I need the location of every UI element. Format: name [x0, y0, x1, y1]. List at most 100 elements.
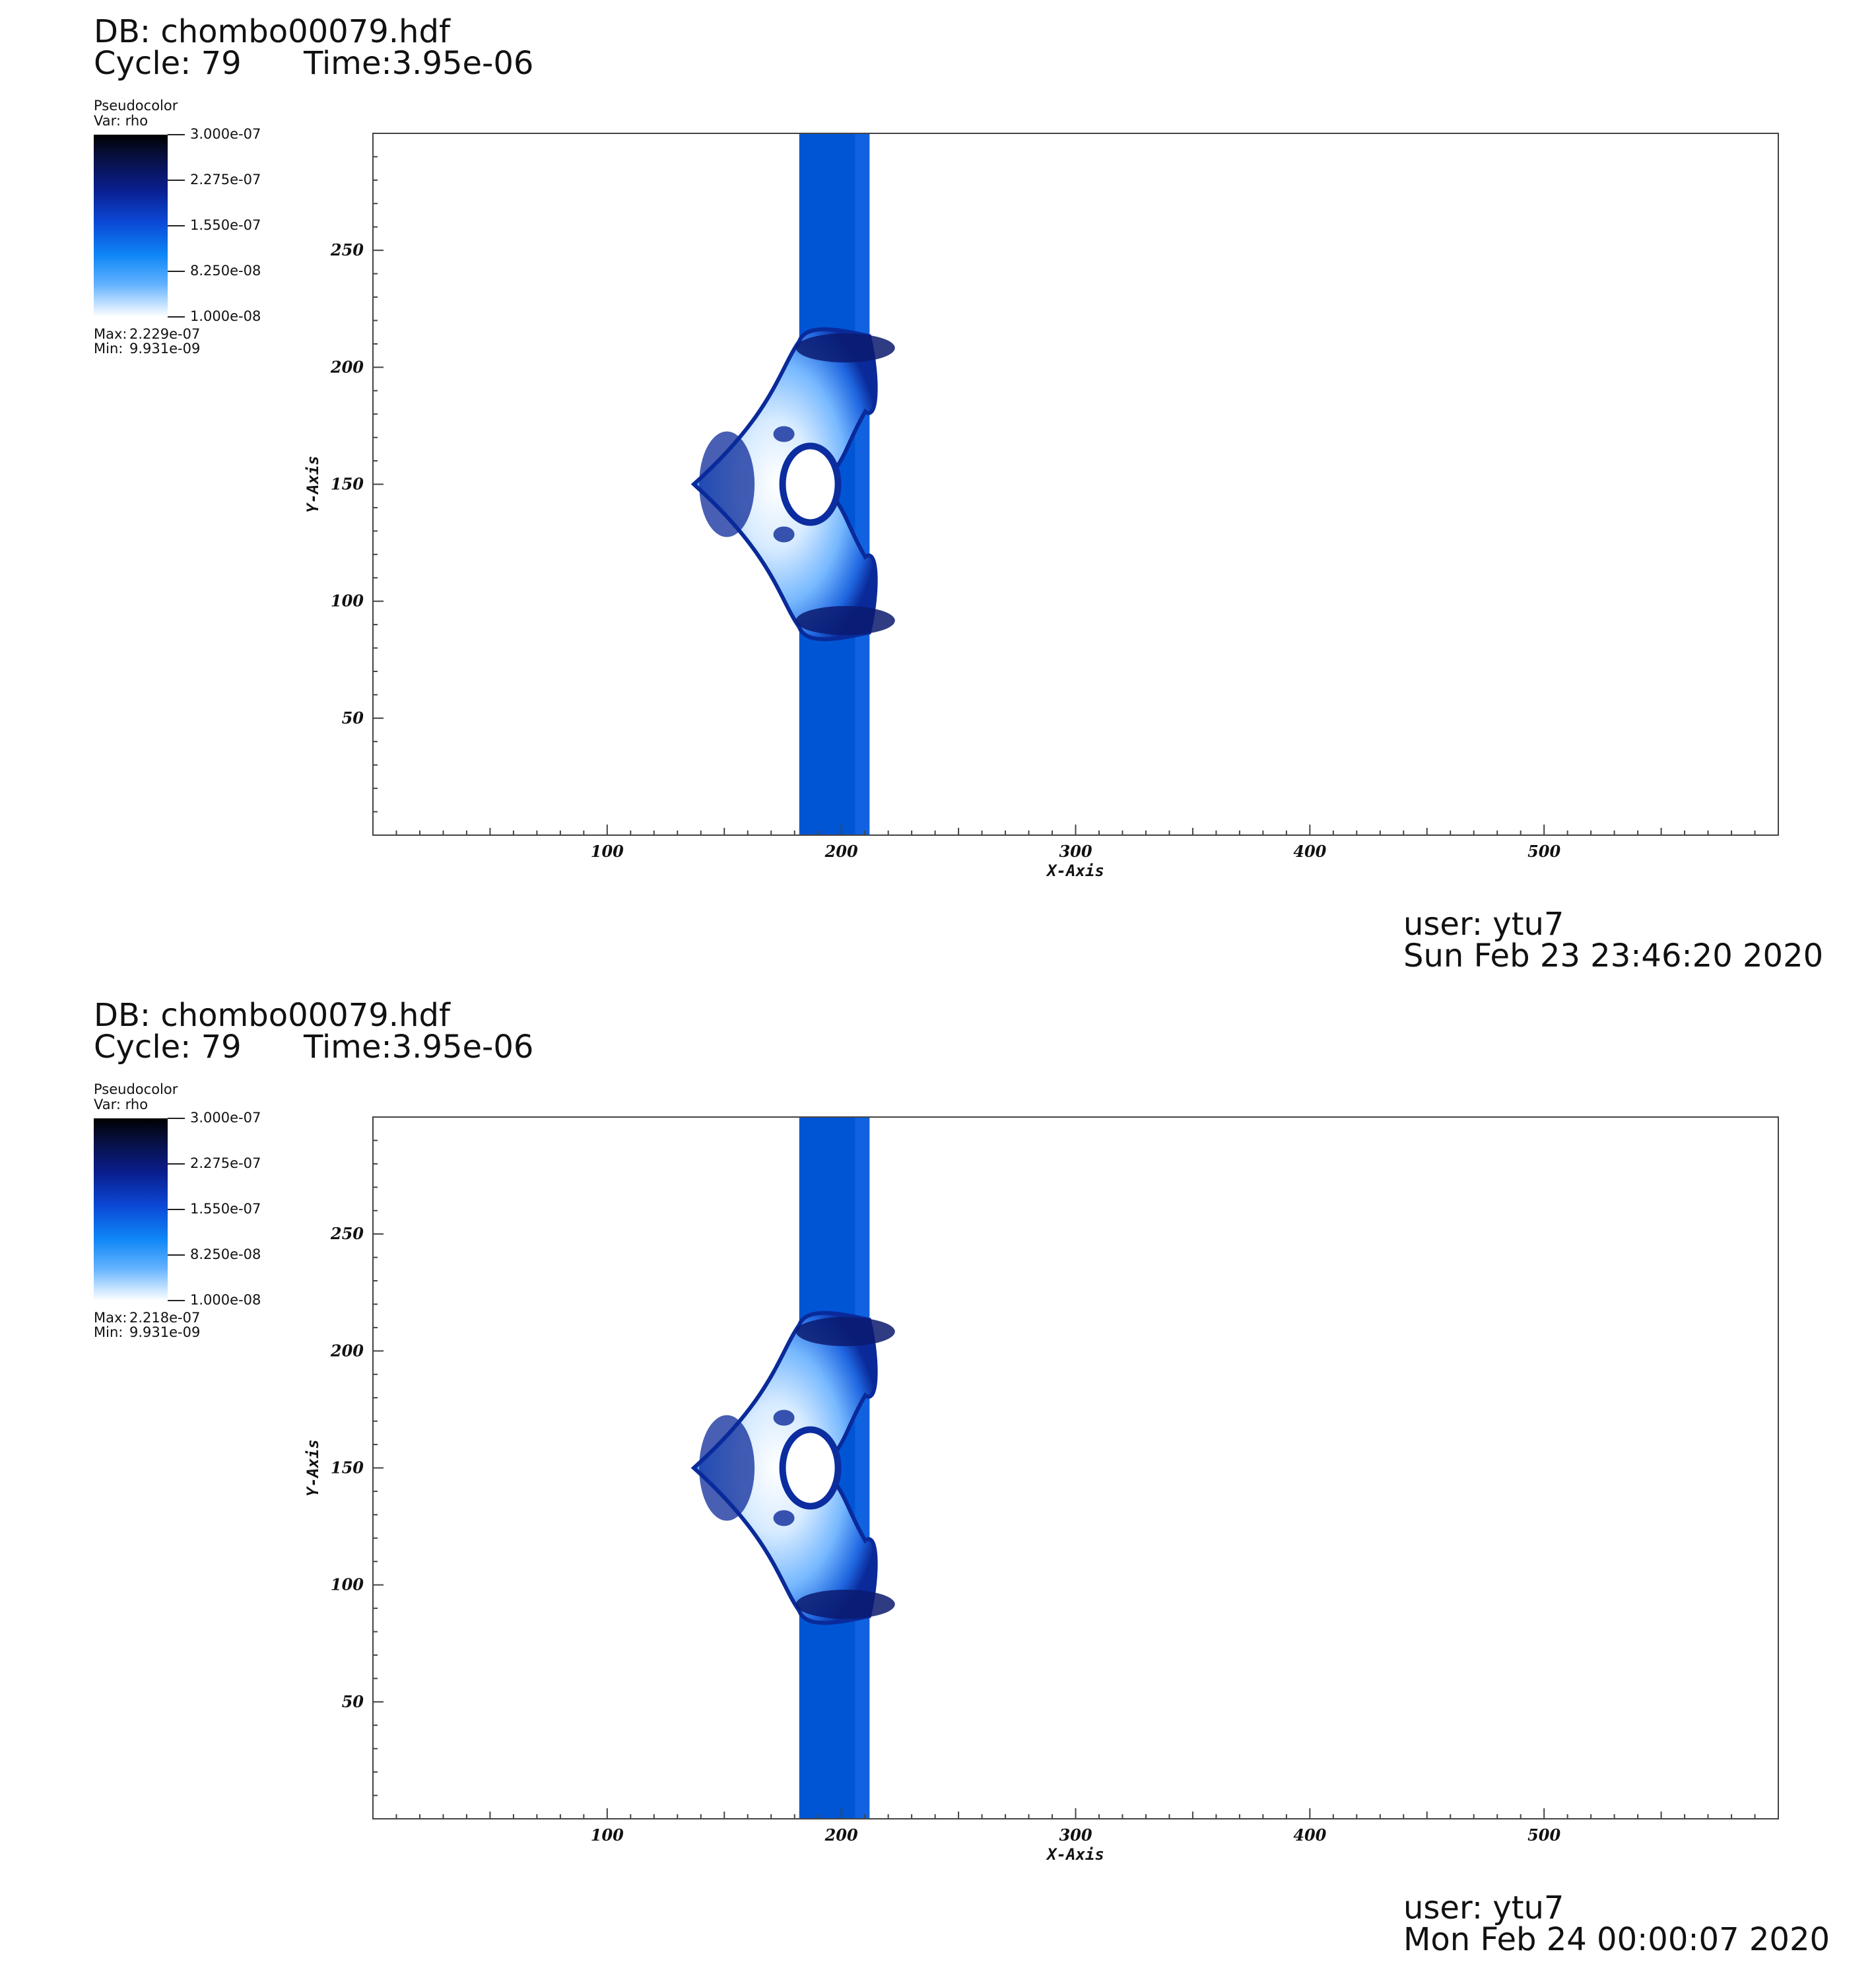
- x-axis: 100 200 300 400 500 X-Axis: [395, 825, 1756, 880]
- colorbar-tick-label: 3.000e-07: [190, 1110, 261, 1126]
- user-label: user: ytu7: [1403, 1889, 1564, 1926]
- dense-cap-bottom: [795, 605, 895, 635]
- cycle-label: Cycle: 79: [94, 45, 242, 82]
- central-vortex: [779, 442, 842, 526]
- colorbar-tick-label: 3.000e-07: [190, 126, 261, 142]
- y-axis-title: Y-Axis: [304, 456, 322, 513]
- density-plot: 100 200 300 400 500 X-Axis 50 100 150 200 250 Y-Axi…: [304, 133, 1779, 880]
- leading-dense-edge: [699, 1415, 755, 1521]
- cycle-label: Cycle: 79: [94, 1029, 242, 1066]
- legend-max: Max: 2.218e-07: [94, 1310, 200, 1326]
- plot-frame: [372, 1116, 1779, 1819]
- x-axis-title: X-Axis: [1046, 862, 1104, 880]
- colorbar-tick: [168, 1118, 185, 1119]
- legend-max-value: 2.218e-07: [129, 1310, 201, 1326]
- legend-min-value: 9.931e-09: [129, 341, 201, 357]
- plot-frame: [372, 133, 1779, 836]
- plot-panel-top: DB: chombo00079.hdf Cycle: 79 Time:3.95e…: [0, 0, 1876, 984]
- x-tick-label: 100: [591, 1825, 624, 1845]
- vortex-knot-bottom: [773, 1510, 795, 1526]
- x-axis: 100 200 300 400 500 X-Axis: [395, 1808, 1756, 1864]
- colorbar-tick-label: 2.275e-07: [190, 1155, 261, 1171]
- leading-dense-edge: [699, 431, 755, 537]
- y-tick-label: 50: [342, 1692, 364, 1711]
- colorbar-tick: [168, 1209, 185, 1210]
- colorbar: [94, 135, 168, 317]
- time-label: Time:3.95e-06: [304, 45, 534, 82]
- vortex-knot-bottom: [773, 526, 795, 543]
- colorbar-tick-label: 1.000e-08: [190, 1292, 261, 1308]
- colorbar-tick: [168, 1300, 185, 1301]
- density-plot: 100 200 300 400 500 X-Axis 50 100 150 200 250 Y-Axi…: [304, 1116, 1779, 1864]
- y-tick-label: 50: [342, 708, 364, 728]
- legend-plot-type: Pseudocolor: [94, 1081, 178, 1097]
- vortex-knot-top: [773, 426, 795, 442]
- y-tick-label: 250: [330, 1224, 364, 1243]
- x-tick-label: 200: [824, 1825, 858, 1845]
- legend-max-value: 2.229e-07: [129, 326, 201, 342]
- legend-min: Min: 9.931e-09: [94, 1324, 200, 1340]
- colorbar-tick-label: 2.275e-07: [190, 172, 261, 187]
- dense-cap-top: [795, 333, 895, 363]
- y-tick-label: 250: [330, 240, 364, 259]
- x-tick-label: 100: [591, 842, 624, 861]
- legend-max: Max: 2.229e-07: [94, 326, 200, 342]
- colorbar-tick-label: 1.000e-08: [190, 308, 261, 324]
- x-tick-label: 300: [1059, 1825, 1092, 1845]
- y-tick-label: 200: [330, 357, 364, 376]
- central-vortex: [779, 1426, 842, 1510]
- y-axis-title: Y-Axis: [304, 1439, 322, 1497]
- y-tick-label: 150: [331, 1458, 364, 1478]
- legend-min: Min: 9.931e-09: [94, 341, 200, 357]
- legend-min-label: Min:: [94, 341, 123, 357]
- x-tick-label: 400: [1293, 1825, 1326, 1845]
- user-label: user: ytu7: [1403, 906, 1564, 943]
- legend-max-label: Max:: [94, 326, 127, 342]
- x-tick-label: 300: [1059, 842, 1092, 861]
- y-tick-label: 100: [331, 592, 364, 611]
- colorbar-tick-label: 1.550e-07: [190, 1201, 261, 1217]
- date-label: Sun Feb 23 23:46:20 2020: [1403, 937, 1824, 974]
- y-axis: 50 100 150 200 250 Y-Axis: [304, 1139, 384, 1796]
- colorbar-tick-label: 1.550e-07: [190, 217, 261, 233]
- plot-panel-bottom: DB: chombo00079.hdf Cycle: 79 Time:3.95e…: [0, 984, 1876, 1967]
- legend-variable: Var: rho: [94, 1097, 149, 1112]
- y-tick-label: 200: [330, 1341, 364, 1360]
- density-field: [690, 1117, 895, 1819]
- y-tick-label: 100: [331, 1575, 364, 1594]
- colorbar-tick-label: 8.250e-08: [190, 263, 261, 279]
- colorbar: [94, 1118, 168, 1301]
- colorbar-tick: [168, 134, 185, 135]
- dense-cap-bottom: [795, 1589, 895, 1619]
- colorbar-tick: [168, 271, 185, 272]
- legend-min-value: 9.931e-09: [129, 1324, 201, 1340]
- band-edge-shading: [855, 1117, 870, 1819]
- database-title: DB: chombo00079.hdf: [94, 997, 450, 1034]
- y-tick-label: 150: [331, 475, 364, 494]
- colorbar-tick: [168, 180, 185, 181]
- time-label: Time:3.95e-06: [304, 1029, 534, 1066]
- x-tick-label: 400: [1293, 842, 1326, 861]
- colorbar-tick: [168, 1254, 185, 1256]
- cycle-time-line: Cycle: 79 Time:3.95e-06: [94, 45, 533, 82]
- dense-cap-top: [795, 1317, 895, 1347]
- legend-max-label: Max:: [94, 1310, 127, 1326]
- legend-variable: Var: rho: [94, 113, 149, 129]
- database-title: DB: chombo00079.hdf: [94, 13, 450, 50]
- y-axis: 50 100 150 200 250 Y-Axis: [304, 156, 384, 813]
- date-label: Mon Feb 24 00:00:07 2020: [1403, 1921, 1830, 1958]
- x-tick-label: 500: [1527, 842, 1560, 861]
- x-axis-title: X-Axis: [1046, 1845, 1104, 1864]
- density-field: [690, 133, 895, 835]
- legend-plot-type: Pseudocolor: [94, 98, 178, 114]
- x-tick-label: 500: [1527, 1825, 1560, 1845]
- colorbar-tick: [168, 316, 185, 318]
- band-edge-shading: [855, 133, 870, 835]
- legend-min-label: Min:: [94, 1324, 123, 1340]
- x-tick-label: 200: [824, 842, 858, 861]
- colorbar-tick-label: 8.250e-08: [190, 1246, 261, 1262]
- cycle-time-line: Cycle: 79 Time:3.95e-06: [94, 1029, 533, 1066]
- colorbar-tick: [168, 225, 185, 226]
- colorbar-tick: [168, 1163, 185, 1165]
- vortex-knot-top: [773, 1410, 795, 1426]
